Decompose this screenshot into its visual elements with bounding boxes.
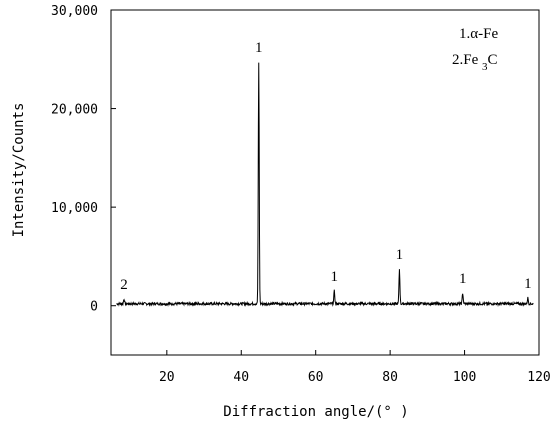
legend-subscript: 3 [482,61,488,73]
peak-labels: 2 1 1 1 1 1 [120,40,531,293]
peak-label: 1 [524,276,532,292]
x-axis-title: Diffraction angle/(° ) [223,404,408,420]
peak-label: 1 [459,271,467,287]
legend: 1.α-Fe 2.Fe 3C [452,26,498,73]
x-tick-label: 60 [308,370,324,385]
y-tick-label: 20,000 [51,103,98,118]
x-tick-label: 20 [159,370,175,385]
peak-label: 1 [396,247,404,263]
peak-label: 2 [120,277,128,293]
x-axis: 20 40 60 80 100 120 [159,350,550,385]
y-tick-label: 0 [90,300,98,315]
diffraction-pattern-line [116,62,534,308]
y-tick-label: 30,000 [51,4,98,19]
y-tick-label: 10,000 [51,201,98,216]
x-tick-label: 80 [382,370,398,385]
y-axis-title: Intensity/Counts [11,103,27,238]
x-tick-label: 100 [453,370,476,385]
peak-label: 1 [331,269,339,285]
y-axis: 0 10,000 20,000 30,000 [51,4,116,315]
x-tick-label: 120 [527,370,550,385]
legend-entry-suffix: C [488,52,498,68]
plot-frame [110,9,540,356]
peak-label: 1 [255,40,263,56]
legend-entry-fe3c: 2.Fe 3C [452,52,498,73]
legend-entry-alpha-fe: 1.α-Fe [459,26,498,42]
x-tick-label: 40 [233,370,249,385]
legend-entry-fe3c-label: 2.Fe [452,52,479,68]
